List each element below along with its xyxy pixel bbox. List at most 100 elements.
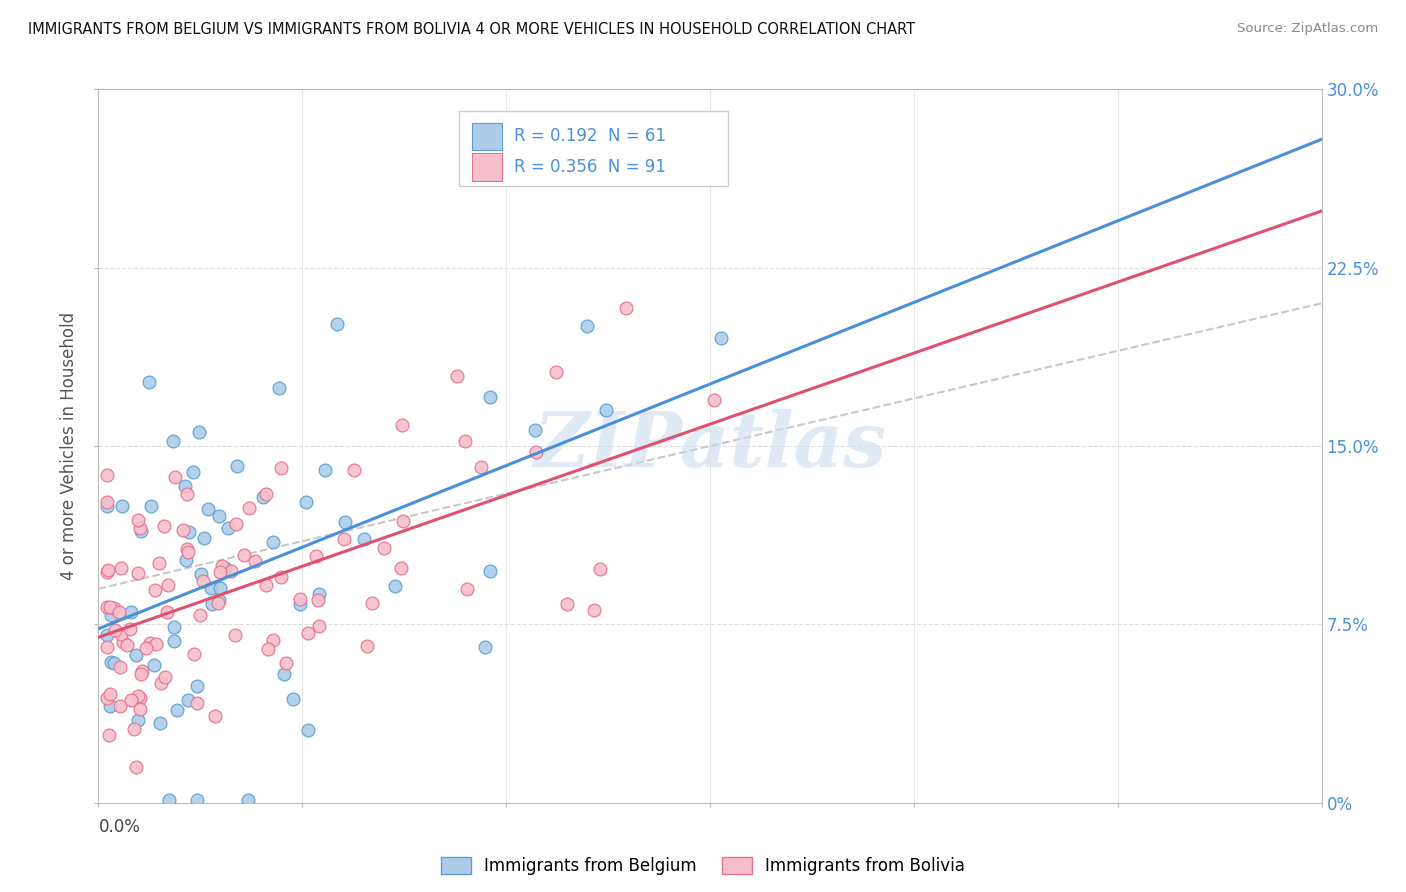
Point — [582, 603, 605, 617]
Point — [118, 622, 141, 636]
Point — [157, 578, 180, 592]
Point — [100, 607, 122, 622]
Point — [174, 479, 197, 493]
Point — [96, 640, 118, 655]
Point — [156, 605, 179, 619]
Point — [523, 424, 546, 438]
Point — [238, 501, 260, 516]
Point — [128, 691, 150, 706]
Point — [233, 548, 256, 562]
Point — [193, 531, 215, 545]
Point — [172, 524, 194, 538]
Point — [217, 521, 239, 535]
Point — [97, 728, 120, 742]
Point — [183, 647, 205, 661]
Point — [127, 713, 149, 727]
Point — [270, 570, 292, 584]
Point — [190, 567, 212, 582]
Point — [163, 633, 186, 648]
Text: R = 0.192  N = 61: R = 0.192 N = 61 — [515, 128, 666, 145]
Point — [392, 514, 415, 528]
Point — [186, 793, 208, 807]
Point — [107, 605, 129, 619]
Point — [110, 699, 132, 714]
Point — [254, 578, 277, 592]
Point — [576, 318, 599, 333]
Point — [98, 698, 121, 713]
FancyBboxPatch shape — [460, 111, 728, 186]
Point — [454, 434, 477, 448]
Point — [200, 581, 222, 595]
Point — [191, 574, 214, 588]
Point — [111, 634, 134, 648]
Text: R = 0.356  N = 91: R = 0.356 N = 91 — [515, 158, 666, 176]
Point — [110, 627, 132, 641]
Point — [288, 592, 311, 607]
Point — [162, 434, 184, 449]
Point — [96, 468, 118, 483]
Point — [96, 691, 118, 706]
Point — [128, 702, 150, 716]
Point — [177, 692, 200, 706]
Point — [225, 516, 247, 531]
Point — [384, 579, 406, 593]
Point — [595, 402, 617, 417]
Point — [470, 460, 492, 475]
Point — [307, 593, 329, 607]
FancyBboxPatch shape — [471, 153, 502, 180]
Point — [224, 628, 246, 642]
Point — [373, 541, 395, 555]
Point — [208, 593, 231, 607]
Point — [108, 660, 131, 674]
Point — [176, 487, 198, 501]
Point — [120, 605, 142, 619]
Point — [333, 532, 356, 546]
Point — [360, 596, 382, 610]
Point — [121, 693, 143, 707]
Point — [197, 502, 219, 516]
Point — [294, 494, 316, 508]
Point — [138, 376, 160, 390]
Point — [98, 600, 121, 615]
Point — [98, 687, 121, 701]
Point — [174, 552, 197, 566]
Point — [308, 619, 330, 633]
Point — [214, 561, 236, 575]
Point — [276, 657, 298, 671]
Point — [124, 722, 146, 736]
Text: ZIPatlas: ZIPatlas — [533, 409, 887, 483]
Point — [125, 648, 148, 662]
Point — [166, 704, 188, 718]
Point — [356, 639, 378, 653]
Point — [703, 393, 725, 408]
Point — [111, 500, 134, 514]
Point — [139, 499, 162, 513]
Point — [125, 760, 148, 774]
Point — [335, 515, 357, 529]
Point — [129, 520, 152, 534]
Point — [163, 620, 186, 634]
Point — [96, 495, 118, 509]
Point — [710, 331, 733, 345]
Point — [273, 667, 295, 681]
Point — [139, 636, 162, 650]
Point — [153, 670, 176, 684]
Point — [555, 597, 578, 611]
Point — [479, 564, 502, 578]
Point — [103, 600, 125, 615]
Point — [163, 470, 186, 484]
Text: IMMIGRANTS FROM BELGIUM VS IMMIGRANTS FROM BOLIVIA 4 OR MORE VEHICLES IN HOUSEHO: IMMIGRANTS FROM BELGIUM VS IMMIGRANTS FR… — [28, 22, 915, 37]
Point — [544, 365, 567, 379]
Point — [478, 390, 501, 404]
Point — [262, 535, 284, 549]
Legend: Immigrants from Belgium, Immigrants from Bolivia: Immigrants from Belgium, Immigrants from… — [434, 850, 972, 882]
Text: 0.0%: 0.0% — [98, 819, 141, 837]
Point — [96, 565, 118, 579]
Point — [97, 563, 120, 577]
Point — [150, 676, 173, 690]
Point — [207, 596, 229, 610]
Point — [152, 519, 174, 533]
Point — [100, 655, 122, 669]
Point — [96, 599, 118, 614]
Point — [252, 490, 274, 504]
